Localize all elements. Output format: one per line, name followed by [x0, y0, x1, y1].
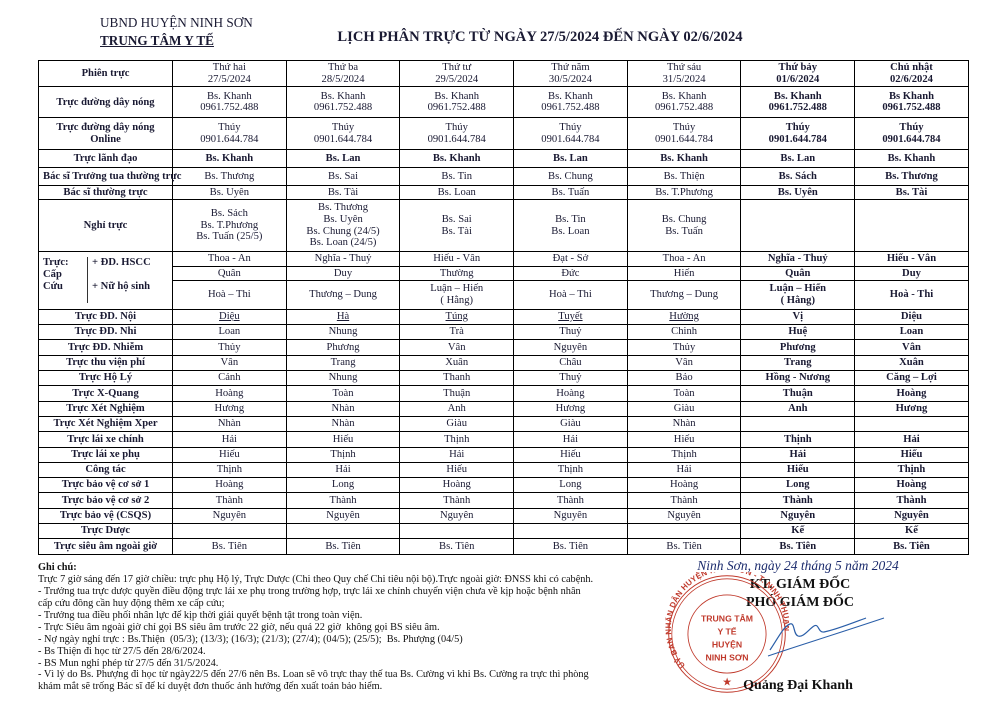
svg-text:NINH SƠN: NINH SƠN	[705, 653, 748, 663]
svg-text:TRUNG TÂM: TRUNG TÂM	[701, 613, 753, 624]
svg-text:HUYỆN: HUYỆN	[712, 639, 742, 650]
svg-text:Y TẾ: Y TẾ	[717, 627, 736, 637]
